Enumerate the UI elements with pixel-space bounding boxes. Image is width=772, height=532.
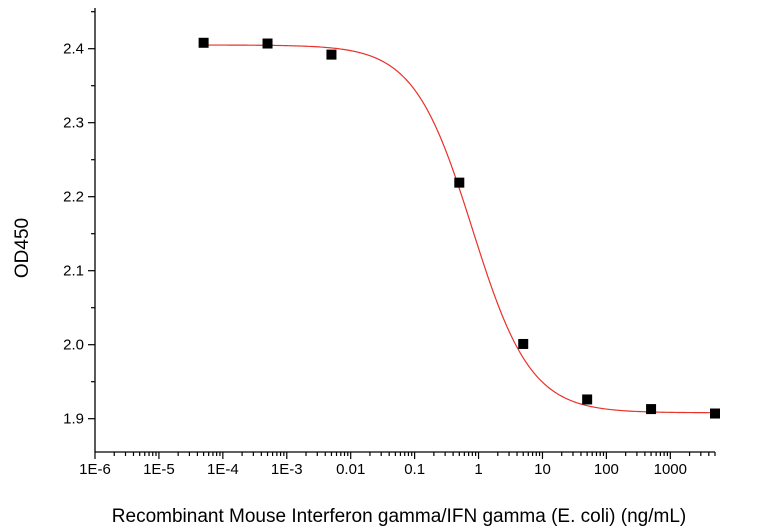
x-axis-label: Recombinant Mouse Interferon gamma/IFN g… bbox=[112, 506, 686, 527]
y-tick-label: 2.2 bbox=[63, 189, 84, 206]
y-tick-label: 2.1 bbox=[63, 263, 84, 280]
data-point bbox=[710, 408, 720, 419]
x-tick-label: 1E-6 bbox=[79, 461, 111, 478]
y-tick-label: 2.0 bbox=[63, 337, 84, 354]
data-point bbox=[198, 37, 209, 48]
y-tick-label: 2.3 bbox=[63, 115, 84, 132]
x-tick-label: 1E-5 bbox=[143, 461, 175, 478]
y-axis-ticks: 1.9 2.0 2.1 2.2 2.3 2.4 bbox=[63, 11, 95, 428]
data-point bbox=[326, 49, 337, 60]
x-tick-label: 1000 bbox=[654, 461, 687, 478]
y-axis-label: OD450 bbox=[12, 218, 33, 278]
data-point bbox=[518, 338, 529, 349]
x-tick-label: 0.1 bbox=[404, 461, 425, 478]
data-points bbox=[198, 37, 720, 419]
x-tick-label: 100 bbox=[594, 461, 619, 478]
x-tick-label: 1E-4 bbox=[207, 461, 239, 478]
data-point bbox=[262, 38, 273, 49]
x-tick-label: 10 bbox=[534, 461, 551, 478]
fit-curve bbox=[203, 44, 716, 414]
x-tick-label: 0.01 bbox=[336, 461, 365, 478]
plot-area: 1.9 2.0 2.1 2.2 2.3 2.4 1E-6 1E-5 1E-4 1E-3 0.01 0… bbox=[63, 8, 720, 478]
data-point bbox=[646, 404, 657, 415]
y-tick-label: 1.9 bbox=[63, 411, 84, 428]
x-tick-label: 1E-3 bbox=[271, 461, 303, 478]
data-point bbox=[454, 177, 465, 188]
data-point bbox=[582, 394, 593, 405]
x-tick-label: 1 bbox=[474, 461, 482, 478]
x-axis-ticks: 1E-6 1E-5 1E-4 1E-3 0.01 0.1 1 10 100 1000 bbox=[79, 452, 716, 478]
y-tick-label: 2.4 bbox=[63, 41, 84, 58]
